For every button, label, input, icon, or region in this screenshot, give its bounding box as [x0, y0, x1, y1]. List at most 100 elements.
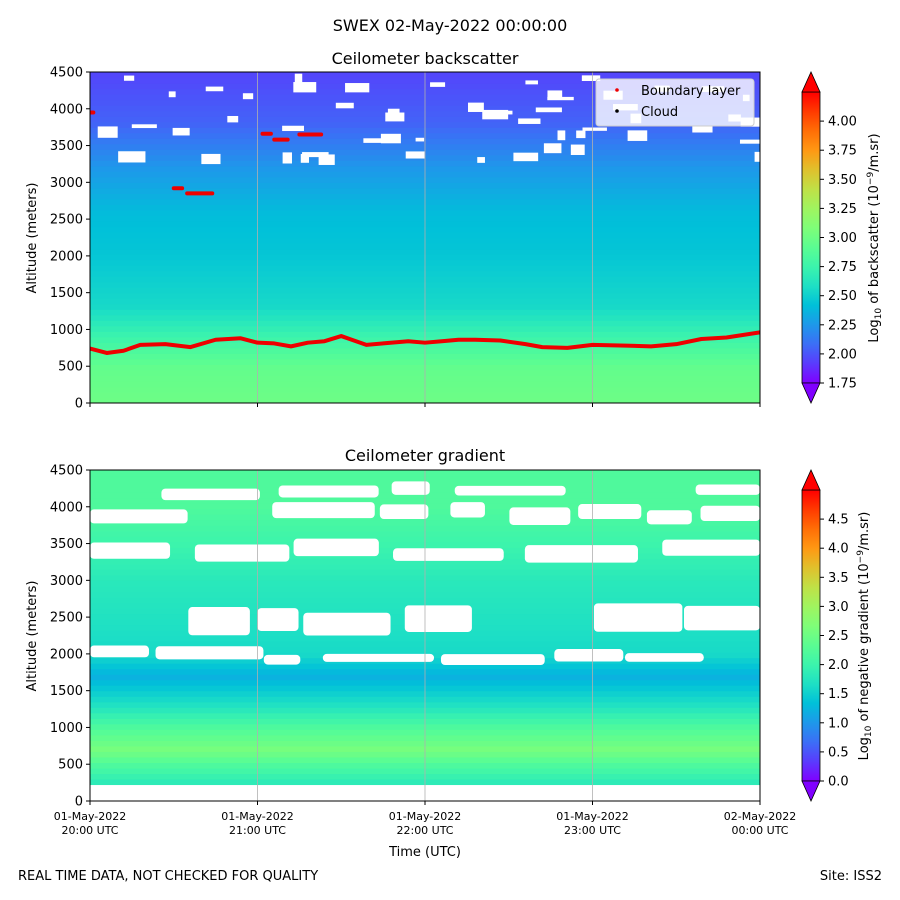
clear-region	[272, 502, 375, 519]
clear-region	[322, 653, 435, 662]
clear-region	[302, 152, 329, 158]
x-tick-label: 01-May-2022	[556, 810, 628, 823]
y-tick-label: 500	[58, 360, 83, 375]
clear-region	[257, 608, 299, 631]
backscatter-title: Ceilometer backscatter	[332, 49, 519, 68]
footer-quality-note: REAL TIME DATA, NOT CHECKED FOR QUALITY	[18, 869, 319, 884]
backscatter-colorbar-body	[801, 91, 821, 384]
x-tick-label: 22:00 UTC	[396, 824, 453, 837]
y-tick-label: 3500	[50, 537, 83, 552]
clear-region	[188, 607, 250, 636]
clear-region	[363, 138, 390, 143]
clear-region	[430, 82, 446, 87]
y-tick-label: 4500	[50, 464, 83, 479]
colorbar-tick-label: 3.0	[828, 600, 849, 615]
x-tick-label: 02-May-2022	[724, 810, 796, 823]
colorbar-tick-label: 3.00	[828, 231, 857, 246]
colorbar-tick-label: 0.0	[828, 775, 849, 790]
clear-region	[624, 653, 704, 662]
clear-region	[695, 484, 760, 495]
colorbar-tick-label: 3.50	[828, 173, 857, 188]
colorbar-tick-label: 3.75	[828, 144, 857, 159]
clear-region	[209, 156, 221, 161]
clear-region	[97, 126, 118, 138]
legend-boundary-layer-label: Boundary layer	[641, 84, 741, 99]
gradient-panel: Ceilometer gradient 0 500 1000 1500 2000 2500…	[25, 446, 874, 860]
y-tick-label: 1500	[50, 286, 83, 301]
colorbar-tick-label: 1.0	[828, 716, 849, 731]
colorbar-tick-label: 2.5	[828, 629, 849, 644]
backscatter-grid	[257, 72, 593, 403]
clear-region	[415, 137, 425, 142]
clear-region	[477, 157, 485, 163]
clear-region	[345, 83, 370, 93]
x-tick-label: 01-May-2022	[54, 810, 126, 823]
legend-cloud-label: Cloud	[641, 105, 678, 120]
clear-region	[205, 86, 224, 92]
clear-region	[131, 124, 157, 129]
clear-region	[90, 509, 188, 524]
colorbar-tick-label: 2.75	[828, 260, 857, 275]
gradient-colorbar-ticks: 0.0 0.5 1.0 1.5 2.0 2.5 3.0 3.5 4.0 4.5	[820, 513, 849, 790]
clear-region	[404, 605, 472, 632]
legend-cloud-marker	[615, 109, 619, 113]
clear-region	[405, 151, 425, 159]
clear-region	[578, 504, 642, 520]
clear-region	[293, 538, 379, 557]
clear-region	[739, 139, 760, 144]
clear-region	[547, 90, 563, 98]
clear-region	[582, 127, 607, 131]
clear-region	[380, 133, 401, 144]
gradient-y-axis: 0 500 1000 1500 2000 2500 3000 3500 4000 4500	[50, 464, 90, 810]
colorbar-tick-label: 2.25	[828, 318, 857, 333]
clear-region	[468, 102, 484, 112]
y-tick-label: 0	[75, 397, 83, 412]
clear-region	[90, 542, 171, 559]
gradient-colorbar-max-extend	[801, 469, 821, 491]
y-tick-label: 2500	[50, 611, 83, 626]
clear-region	[692, 126, 713, 133]
clear-region	[646, 510, 692, 525]
clear-region	[554, 649, 624, 662]
clear-region	[335, 102, 354, 109]
y-tick-label: 4500	[50, 66, 83, 81]
y-tick-label: 500	[58, 758, 83, 773]
colorbar-tick-label: 4.00	[828, 115, 857, 130]
x-tick-label: 21:00 UTC	[229, 824, 286, 837]
legend-box	[595, 78, 755, 127]
gradient-clear-regions	[90, 481, 760, 801]
y-tick-label: 0	[75, 795, 83, 810]
y-tick-label: 1000	[50, 323, 83, 338]
y-tick-label: 2000	[50, 647, 83, 662]
backscatter-colorbar: 1.75 2.00 2.25 2.50 2.75 3.00 3.25 3.50 3.75 4.00…	[801, 71, 884, 404]
x-tick-label: 20:00 UTC	[61, 824, 118, 837]
boundary-layer-series	[90, 110, 760, 355]
clear-region	[627, 130, 648, 141]
y-tick-label: 2500	[50, 213, 83, 228]
clear-region	[576, 130, 586, 139]
colorbar-tick-label: 2.50	[828, 289, 857, 304]
clear-region	[263, 654, 301, 665]
clear-region	[294, 73, 303, 84]
clear-region	[303, 612, 391, 636]
clear-region	[570, 144, 585, 155]
clear-region	[123, 75, 135, 81]
x-tick-label: 01-May-2022	[389, 810, 461, 823]
y-tick-label: 2000	[50, 249, 83, 264]
backscatter-y-axis: 0 500 1000 1500 2000 2500 3000 3500 4000 4500	[50, 66, 90, 412]
y-tick-label: 4000	[50, 500, 83, 515]
y-tick-label: 3000	[50, 176, 83, 191]
gradient-colorbar-label: Log10 of negative gradient (10−9/m.sr)	[856, 512, 874, 761]
clear-region	[385, 112, 405, 122]
clear-region	[168, 91, 176, 98]
clear-region	[278, 485, 379, 498]
gradient-colorbar: 0.0 0.5 1.0 1.5 2.0 2.5 3.0 3.5 4.0 4.5 Log10 of …	[801, 469, 874, 802]
figure-suptitle: SWEX 02-May-2022 00:00:00	[332, 16, 568, 35]
clear-region	[393, 548, 504, 561]
clear-region	[90, 645, 149, 658]
clear-region	[535, 107, 562, 113]
y-tick-label: 3000	[50, 574, 83, 589]
clear-region	[454, 485, 566, 496]
